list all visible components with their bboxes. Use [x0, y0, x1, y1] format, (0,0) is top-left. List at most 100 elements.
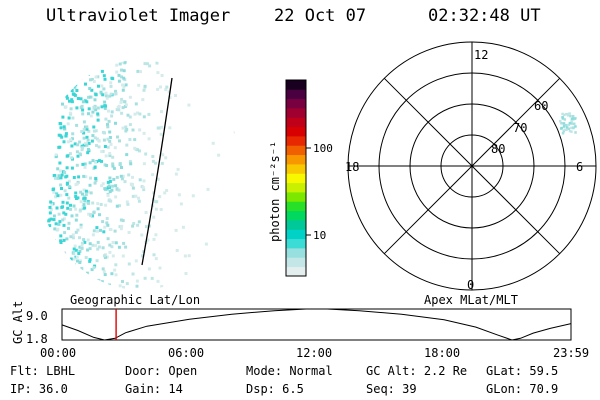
image-pixel: [95, 144, 98, 147]
image-pixel: [142, 162, 146, 166]
image-pixel: [62, 217, 66, 221]
image-pixel: [108, 60, 112, 63]
image-pixel: [126, 113, 130, 117]
image-pixel: [40, 284, 43, 288]
image-pixel: [75, 89, 79, 92]
image-pixel: [124, 125, 128, 129]
image-pixel: [88, 95, 92, 99]
image-pixel: [84, 141, 87, 145]
image-pixel: [72, 204, 76, 208]
image-pixel: [62, 140, 66, 144]
image-pixel: [84, 256, 88, 259]
image-pixel: [128, 115, 132, 119]
image-pixel: [86, 248, 90, 252]
image-pixel: [115, 204, 119, 208]
spot-pixel: [563, 128, 566, 131]
image-pixel: [115, 70, 119, 74]
image-pixel: [70, 100, 74, 104]
image-pixel: [74, 230, 78, 234]
image-pixel: [65, 272, 69, 276]
image-pixel: [98, 213, 101, 217]
image-pixel: [68, 152, 72, 156]
image-pixel: [71, 268, 75, 272]
image-pixel: [159, 208, 163, 211]
image-pixel: [82, 120, 86, 124]
image-pixel: [66, 154, 70, 158]
image-pixel: [147, 267, 151, 271]
image-pixel: [59, 126, 63, 130]
colorbar-cell: [286, 266, 306, 277]
image-pixel: [74, 248, 78, 252]
image-pixel: [114, 184, 118, 188]
image-pixel: [74, 218, 78, 222]
image-pixel: [100, 159, 103, 163]
image-pixel: [104, 94, 108, 98]
image-pixel: [103, 187, 107, 191]
image-pixel: [160, 285, 164, 289]
image-pixel: [119, 227, 123, 231]
image-pixel: [155, 61, 159, 65]
spot-pixel: [562, 125, 566, 128]
image-pixel: [93, 129, 96, 133]
image-pixel: [51, 293, 54, 296]
info-door: Door: Open: [125, 364, 197, 378]
image-pixel: [138, 128, 142, 132]
spot-pixel: [570, 130, 573, 133]
image-pixel: [74, 207, 78, 211]
image-pixel: [103, 100, 107, 104]
image-pixel: [94, 75, 98, 79]
image-pixel: [95, 259, 99, 263]
image-pixel: [91, 233, 95, 237]
image-pixel: [87, 60, 91, 62]
info-seq: Seq: 39: [366, 382, 417, 396]
image-pixel: [67, 86, 71, 90]
image-pixel: [148, 64, 152, 68]
mlat-label-80: 80: [491, 142, 505, 156]
image-pixel: [217, 153, 221, 157]
image-pixel: [147, 112, 151, 116]
image-pixel: [52, 190, 56, 194]
image-pixel: [79, 283, 83, 287]
spot-pixel: [571, 117, 575, 120]
image-pixel: [71, 80, 75, 84]
image-pixel: [72, 252, 76, 256]
image-pixel: [81, 100, 85, 104]
image-pixel: [158, 195, 162, 199]
image-pixel: [124, 103, 128, 107]
image-pixel: [123, 180, 127, 184]
image-pixel: [152, 215, 156, 219]
image-pixel: [110, 60, 114, 64]
image-pixel: [58, 220, 62, 224]
image-pixel: [138, 112, 142, 116]
image-pixel: [57, 174, 61, 178]
colorbar-cell: [286, 229, 306, 240]
image-pixel: [75, 213, 79, 217]
image-pixel: [88, 247, 92, 251]
image-pixel: [87, 212, 91, 216]
image-pixel: [72, 247, 76, 251]
image-pixel: [134, 102, 138, 106]
image-pixel: [111, 254, 115, 258]
image-pixel: [107, 184, 111, 188]
image-pixel: [95, 226, 99, 230]
image-pixel: [65, 261, 68, 265]
image-pixel: [41, 281, 45, 285]
image-pixel: [146, 238, 150, 242]
image-pixel: [94, 93, 98, 97]
image-pixel: [154, 289, 158, 290]
image-pixel: [79, 153, 82, 157]
image-pixel: [53, 244, 57, 248]
image-pixel: [55, 268, 59, 271]
image-pixel: [137, 199, 141, 203]
image-pixel: [89, 78, 92, 82]
colorbar-frame: [285, 79, 307, 277]
image-pixel: [102, 87, 106, 91]
image-pixel: [113, 146, 117, 150]
image-pixel: [84, 175, 88, 179]
image-pixel: [65, 94, 69, 98]
info-gc-alt: GC Alt: 2.2 Re: [366, 364, 467, 378]
image-pixel: [69, 207, 73, 211]
image-pixel: [69, 68, 73, 72]
info-door-label: Door:: [125, 364, 162, 378]
image-pixel: [97, 60, 101, 62]
